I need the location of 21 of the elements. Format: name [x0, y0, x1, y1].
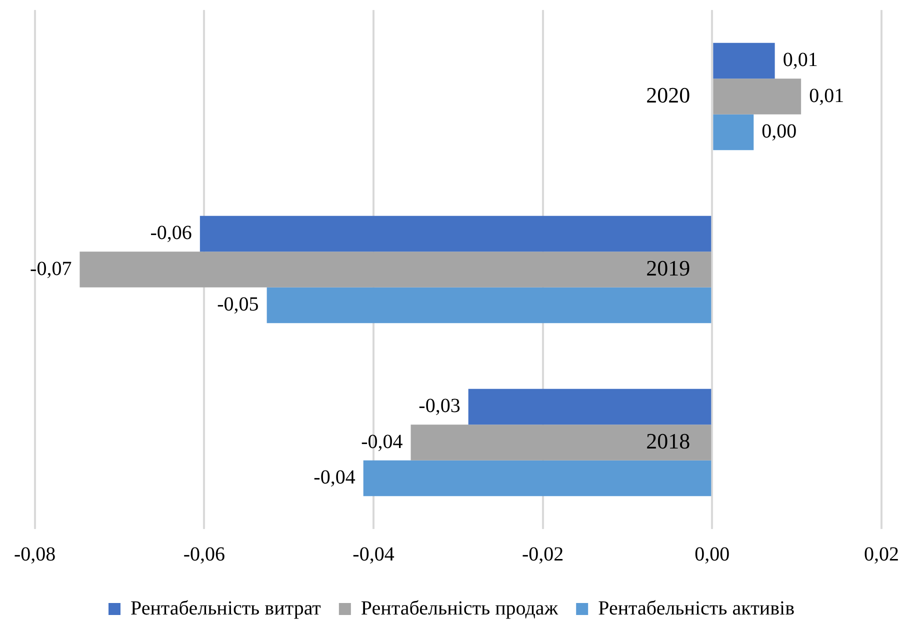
data-label: -0,05 — [217, 294, 259, 316]
x-tick-label: -0,04 — [352, 543, 394, 566]
legend-label: Рентабельність продаж — [360, 597, 558, 620]
x-tick-label: -0,02 — [522, 543, 564, 566]
legend-label: Рентабельність витрат — [130, 597, 322, 620]
data-label: 0,00 — [762, 120, 797, 143]
x-tick-label: 0,00 — [694, 543, 730, 566]
x-tick-label: -0,08 — [14, 543, 56, 566]
data-label: -0,07 — [30, 258, 72, 280]
data-label: -0,04 — [314, 466, 356, 489]
data-label: -0,04 — [361, 430, 403, 453]
x-tick-label: 0,02 — [864, 543, 899, 566]
y-tick-label: 2018 — [646, 428, 690, 454]
x-tick-label: -0,06 — [183, 543, 225, 566]
data-label: 0,01 — [809, 84, 844, 107]
data-label: 0,01 — [782, 48, 818, 71]
legend-label: Рентабельність активів — [598, 597, 795, 620]
y-tick-label: 2020 — [646, 82, 690, 108]
data-label: -0,06 — [150, 222, 192, 244]
y-tick-label: 2019 — [646, 255, 690, 280]
data-label: -0,03 — [418, 394, 460, 417]
